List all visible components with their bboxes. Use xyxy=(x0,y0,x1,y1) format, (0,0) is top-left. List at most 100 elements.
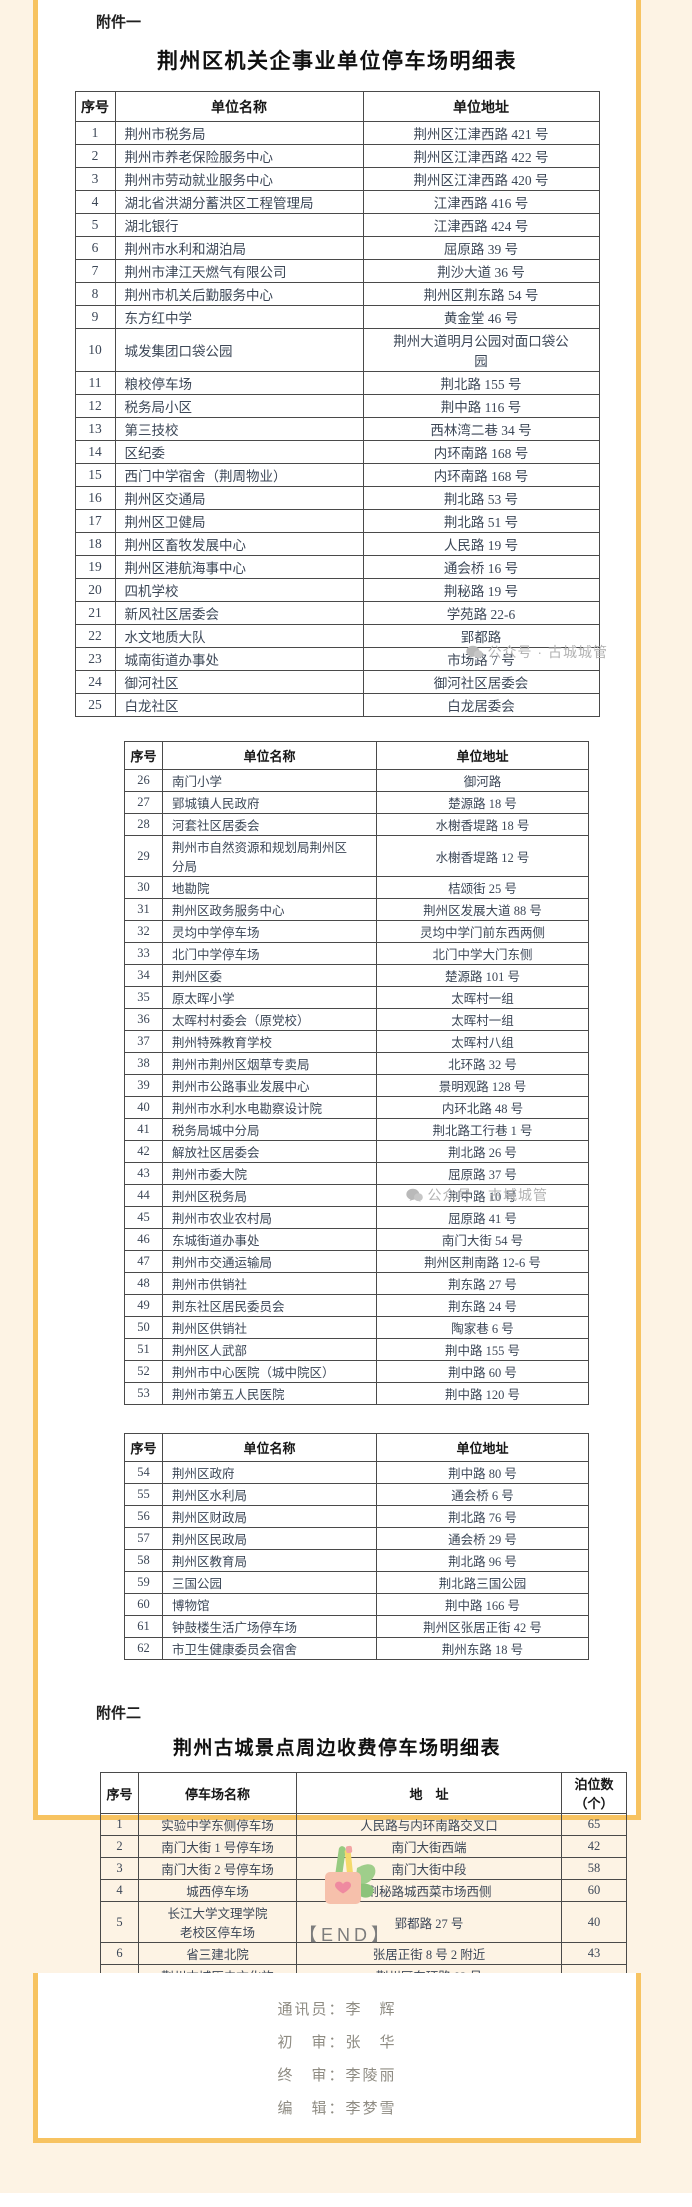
table-row: 26 南门小学 御河路 xyxy=(124,769,589,792)
table-row: 17 荆州区卫健局 荆北路 51 号 xyxy=(74,509,600,533)
cell-no: 8 xyxy=(74,282,116,306)
table-row: 42 解放社区居委会 荆北路 26 号 xyxy=(124,1140,589,1163)
cell-no: 36 xyxy=(124,1008,163,1031)
cell-addr: 荆州区荆南路 12-6 号 xyxy=(376,1250,589,1273)
cell-name: 荆州区水利局 xyxy=(162,1483,377,1506)
cell-addr: 荆中路 80 号 xyxy=(376,1461,589,1484)
cell-addr: 荆北路工行巷 1 号 xyxy=(376,1118,589,1141)
cell-no: 32 xyxy=(124,920,163,943)
cell-name: 荆州市水利水电勘察设计院 xyxy=(162,1096,377,1119)
credits-panel: 通讯员：李 辉 初 审：张 华 终 审：李陵丽 编 辑：李梦雪 xyxy=(33,1973,641,2143)
table-row: 18 荆州区畜牧发展中心 人民路 19 号 xyxy=(74,532,600,556)
table-row: 10 城发集团口袋公园 荆州大道明月公园对面口袋公 园 xyxy=(74,328,600,372)
table-row: 1 实验中学东侧停车场 人民路与内环南路交叉口 65 xyxy=(100,1813,627,1836)
cell-name: 区纪委 xyxy=(114,440,364,464)
table-row: 52 荆州市中心医院（城中院区） 荆中路 60 号 xyxy=(124,1360,589,1383)
column-header: 序号 xyxy=(74,91,116,122)
table-row: 55 荆州区水利局 通会桥 6 号 xyxy=(124,1483,589,1506)
table-header-row: 序号 停车场名称地 址泊位数 （个） xyxy=(100,1772,627,1814)
cell-addr: 江津西路 416 号 xyxy=(362,190,600,214)
table-row: 25 白龙社区 白龙居委会 xyxy=(74,693,600,717)
unit-parking-table-1: 序号 单位名称 单位地址 1 荆州市税务局 荆州区江津西路 421 号 2 荆州市养老保险服务… xyxy=(74,91,600,717)
cell-name: 荆州市供销社 xyxy=(162,1272,377,1295)
cell-addr: 御河社区居委会 xyxy=(362,670,600,694)
cell-name: 博物馆 xyxy=(162,1593,377,1616)
cell-no: 17 xyxy=(74,509,116,533)
column-header: 泊位数 （个） xyxy=(561,1772,627,1814)
cell-addr: 陶家巷 6 号 xyxy=(376,1316,589,1339)
document-panel-main: 附件一 荆州区机关企事业单位停车场明细表 序号 单位名称 单位地址 1 荆州市税务局 荆州… xyxy=(33,0,641,2132)
cell-name: 河套社区居委会 xyxy=(162,813,377,836)
cell-addr: 荆中路 116 号 xyxy=(362,394,600,418)
cell-name: 南门小学 xyxy=(162,769,377,792)
cell-no: 21 xyxy=(74,601,116,625)
cell-name: 解放社区居委会 xyxy=(162,1140,377,1163)
cell-addr: 荆北路 96 号 xyxy=(376,1549,589,1572)
cell-no: 53 xyxy=(124,1382,163,1405)
attachment2-title: 荆州古城景点周边收费停车场明细表 xyxy=(172,1738,501,1759)
cell-no: 13 xyxy=(74,417,116,441)
cell-name: 荆州区税务局 xyxy=(162,1184,377,1207)
cell-addr: 人民路与内环南路交叉口 xyxy=(296,1813,562,1836)
cell-addr: 荆州区江津西路 421 号 xyxy=(362,121,600,145)
cell-addr: 荆州区江津西路 420 号 xyxy=(362,167,600,191)
cell-name: 荆州市自然资源和规划局荆州区 分局 xyxy=(162,835,377,877)
cell-name: 荆州区教育局 xyxy=(162,1549,377,1572)
cell-name: 郢城镇人民政府 xyxy=(162,791,377,814)
cell-addr: 桔颂街 25 号 xyxy=(376,876,589,899)
cell-no: 41 xyxy=(124,1118,163,1141)
table-row: 9 东方红中学 黄金堂 46 号 xyxy=(74,305,600,329)
cell-no: 31 xyxy=(124,898,163,921)
table-row: 51 荆州区人武部 荆中路 155 号 xyxy=(124,1338,589,1361)
table-row: 60 博物馆 荆中路 166 号 xyxy=(124,1593,589,1616)
cell-no: 14 xyxy=(74,440,116,464)
table-row: 29 荆州市自然资源和规划局荆州区 分局 水榭香堤路 12 号 xyxy=(124,835,589,877)
end-section: 【END】 xyxy=(0,1840,692,1947)
cell-name: 荆州市荆州区烟草专卖局 xyxy=(162,1052,377,1075)
cell-name: 税务局城中分局 xyxy=(162,1118,377,1141)
table-row: 58 荆州区教育局 荆北路 96 号 xyxy=(124,1549,589,1572)
cell-no: 35 xyxy=(124,986,163,1009)
cell-no: 6 xyxy=(74,236,116,260)
cell-name: 荆州市机关后勤服务中心 xyxy=(114,282,364,306)
cell-name: 荆州市第五人民医院 xyxy=(162,1382,377,1405)
table-row: 41 税务局城中分局 荆北路工行巷 1 号 xyxy=(124,1118,589,1141)
cell-name: 荆州区交通局 xyxy=(114,486,364,510)
cell-no: 5 xyxy=(74,213,116,237)
cell-name: 东方红中学 xyxy=(114,305,364,329)
cell-no: 9 xyxy=(74,305,116,329)
cell-addr: 西林湾二巷 34 号 xyxy=(362,417,600,441)
table-row: 46 东城街道办事处 南门大街 54 号 xyxy=(124,1228,589,1251)
cell-name: 钟鼓楼生活广场停车场 xyxy=(162,1615,377,1638)
watermark: 公众号 · 古城城管 xyxy=(465,642,608,662)
table-row: 11 粮校停车场 荆北路 155 号 xyxy=(74,371,600,395)
cell-no: 3 xyxy=(74,167,116,191)
cell-name: 城发集团口袋公园 xyxy=(114,328,364,372)
cell-name: 荆州市劳动就业服务中心 xyxy=(114,167,364,191)
table-row: 15 西门中学宿舍（荆周物业） 内环南路 168 号 xyxy=(74,463,600,487)
cell-no: 60 xyxy=(124,1593,163,1616)
cell-no: 16 xyxy=(74,486,116,510)
cell-no: 38 xyxy=(124,1052,163,1075)
cell-name: 荆州区港航海事中心 xyxy=(114,555,364,579)
cell-addr: 荆中路 120 号 xyxy=(376,1382,589,1405)
table-row: 36 太晖村村委会（原党校） 太晖村一组 xyxy=(124,1008,589,1031)
cell-name: 太晖村村委会（原党校） xyxy=(162,1008,377,1031)
cell-no: 27 xyxy=(124,791,163,814)
cell-addr: 荆北路 26 号 xyxy=(376,1140,589,1163)
cell-addr: 灵均中学门前东西两侧 xyxy=(376,920,589,943)
column-header: 停车场名称 xyxy=(138,1772,297,1814)
cell-no: 52 xyxy=(124,1360,163,1383)
table-row: 39 荆州市公路事业发展中心 景明观路 128 号 xyxy=(124,1074,589,1097)
cell-addr: 通会桥 16 号 xyxy=(362,555,600,579)
table-header-row: 序号 单位名称 单位地址 xyxy=(124,1433,589,1462)
cell-spots: 65 xyxy=(561,1813,627,1836)
cell-no: 1 xyxy=(100,1813,139,1836)
cell-no: 28 xyxy=(124,813,163,836)
cell-name: 第三技校 xyxy=(114,417,364,441)
cell-name: 税务局小区 xyxy=(114,394,364,418)
pencil-holder-icon xyxy=(325,1845,376,1904)
cell-addr: 荆北路 76 号 xyxy=(376,1505,589,1528)
cell-addr: 内环南路 168 号 xyxy=(362,463,600,487)
cell-addr: 内环南路 168 号 xyxy=(362,440,600,464)
